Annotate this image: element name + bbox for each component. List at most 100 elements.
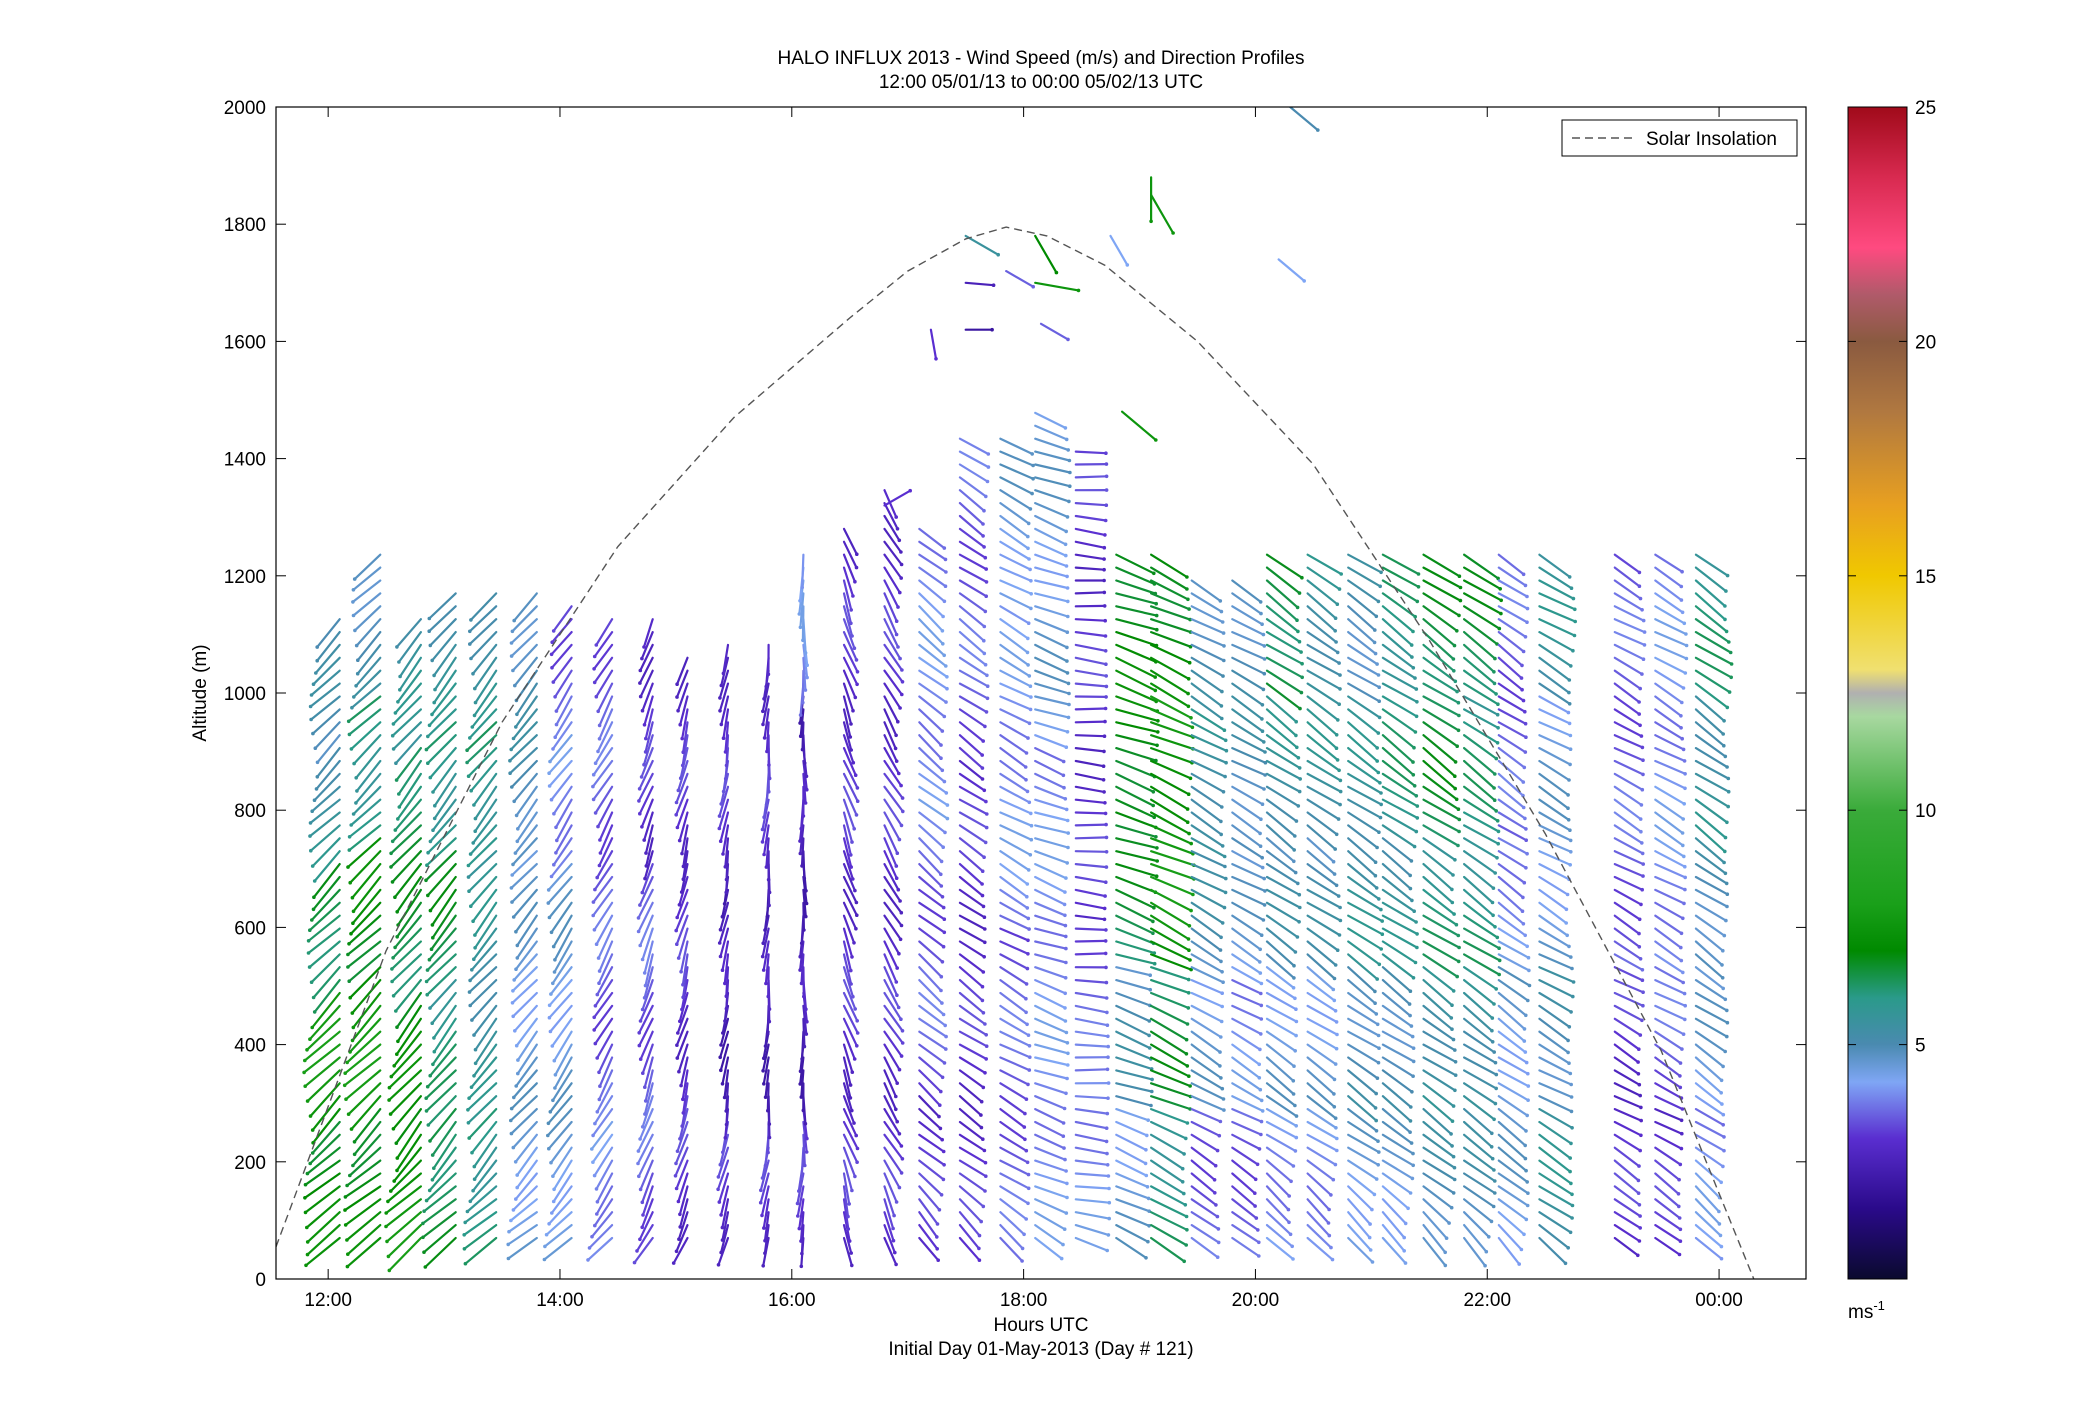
wind-vector [918,1120,944,1141]
wind-vector-head [343,1071,348,1075]
wind-vector [428,1107,457,1143]
wind-vector-head [1104,822,1108,827]
wind-vector-head [1413,730,1418,734]
wind-vector-head [1102,917,1107,922]
wind-vector [1422,966,1455,993]
wind-vector-head [1331,859,1336,864]
wind-vector-head [1334,640,1338,644]
wind-vector-head [767,1122,772,1126]
wind-vector [1538,837,1572,853]
wind-vector [1381,643,1415,669]
wind-vector [1149,1030,1188,1055]
wind-vector [842,772,859,803]
wind-vector [469,875,498,908]
wind-vector-head [980,882,984,886]
wind-vector [999,1198,1028,1221]
wind-vector-head [896,1005,901,1010]
wind-vector-head [1104,695,1108,699]
wind-vector [1497,772,1525,797]
wind-vector [305,1198,341,1229]
wind-vector [1422,592,1461,617]
wind-vector [1115,927,1155,945]
wind-vector-head [398,688,402,692]
wind-vector-head [1030,491,1034,496]
wind-vector-head [1338,905,1342,910]
y-tick-label: 1000 [224,684,266,705]
wind-vector [798,1198,805,1230]
wind-vector [1347,1069,1378,1095]
wind-vector-head [430,1178,435,1182]
wind-vector [958,772,986,792]
wind-vector-head [719,1068,723,1073]
wind-vector-head [1411,773,1416,777]
wind-vector-head [1524,1013,1528,1018]
wind-vector [918,746,944,772]
wind-vector-head [940,1137,944,1142]
wind-vector-head [387,1098,391,1102]
wind-vector [1115,734,1159,747]
wind-vector [1265,1107,1298,1127]
wind-vector [1381,966,1412,993]
wind-vector-head [1373,989,1377,994]
wind-vector [1347,991,1378,1016]
wind-vector [1034,862,1068,880]
wind-vector [1347,630,1377,655]
wind-vector [1074,1068,1109,1072]
wind-vector-head [943,557,948,562]
wind-vector [346,1236,382,1268]
wind-vector [918,978,944,1005]
wind-vector-head [310,1151,315,1155]
wind-vector-head [1720,1102,1724,1106]
wind-vector [472,811,498,845]
wind-vector [1289,107,1319,132]
wind-vector [1190,656,1225,678]
wind-vector-head [1638,1033,1643,1037]
wind-vector-head [1155,859,1159,863]
wind-vector [1074,514,1107,522]
wind-vector-head [1103,811,1108,816]
wind-vector-head [1721,732,1725,736]
wind-vector [550,901,573,934]
wind-vector [509,1095,538,1122]
wind-vector-head [724,1006,729,1011]
wind-vector [1231,1004,1263,1021]
wind-vector-head [1258,971,1263,975]
wind-vector-head [1335,1148,1339,1153]
wind-vector-head [1061,759,1066,764]
wind-vector-head [1152,571,1156,576]
wind-vector [842,798,856,830]
wind-vector [347,1082,382,1116]
wind-vector-head [983,555,988,560]
wind-vector [842,1043,854,1074]
wind-vector [1497,746,1526,769]
wind-vector [1422,1159,1456,1181]
wind-vector [842,605,854,638]
wind-vector [1115,875,1157,894]
wind-vector-head [800,747,805,752]
wind-vector [1462,566,1502,590]
wind-vector [467,850,498,879]
wind-vector [398,772,422,809]
wind-vector-head [1444,1236,1449,1240]
wind-vector-head [547,1222,551,1226]
wind-vector [1074,901,1106,910]
wind-vector [1034,1120,1065,1138]
wind-vector-head [1329,1245,1333,1250]
wind-vector [1231,953,1262,975]
wind-vector-head [1684,656,1689,661]
wind-vector [1538,966,1575,984]
wind-vector [958,514,985,538]
wind-vector-head [1521,922,1526,926]
wind-vector [513,592,538,622]
wind-vector-head [553,735,557,739]
wind-vector [1422,1236,1447,1267]
wind-vector-head [1641,862,1645,866]
wind-vector [1190,850,1227,868]
wind-vector [1654,914,1683,935]
wind-vector [1115,850,1159,863]
wind-vector-head [1571,648,1575,653]
wind-vector [842,1185,850,1218]
wind-vector [355,618,382,647]
wind-vector-head [351,909,356,914]
wind-vector [918,888,945,909]
